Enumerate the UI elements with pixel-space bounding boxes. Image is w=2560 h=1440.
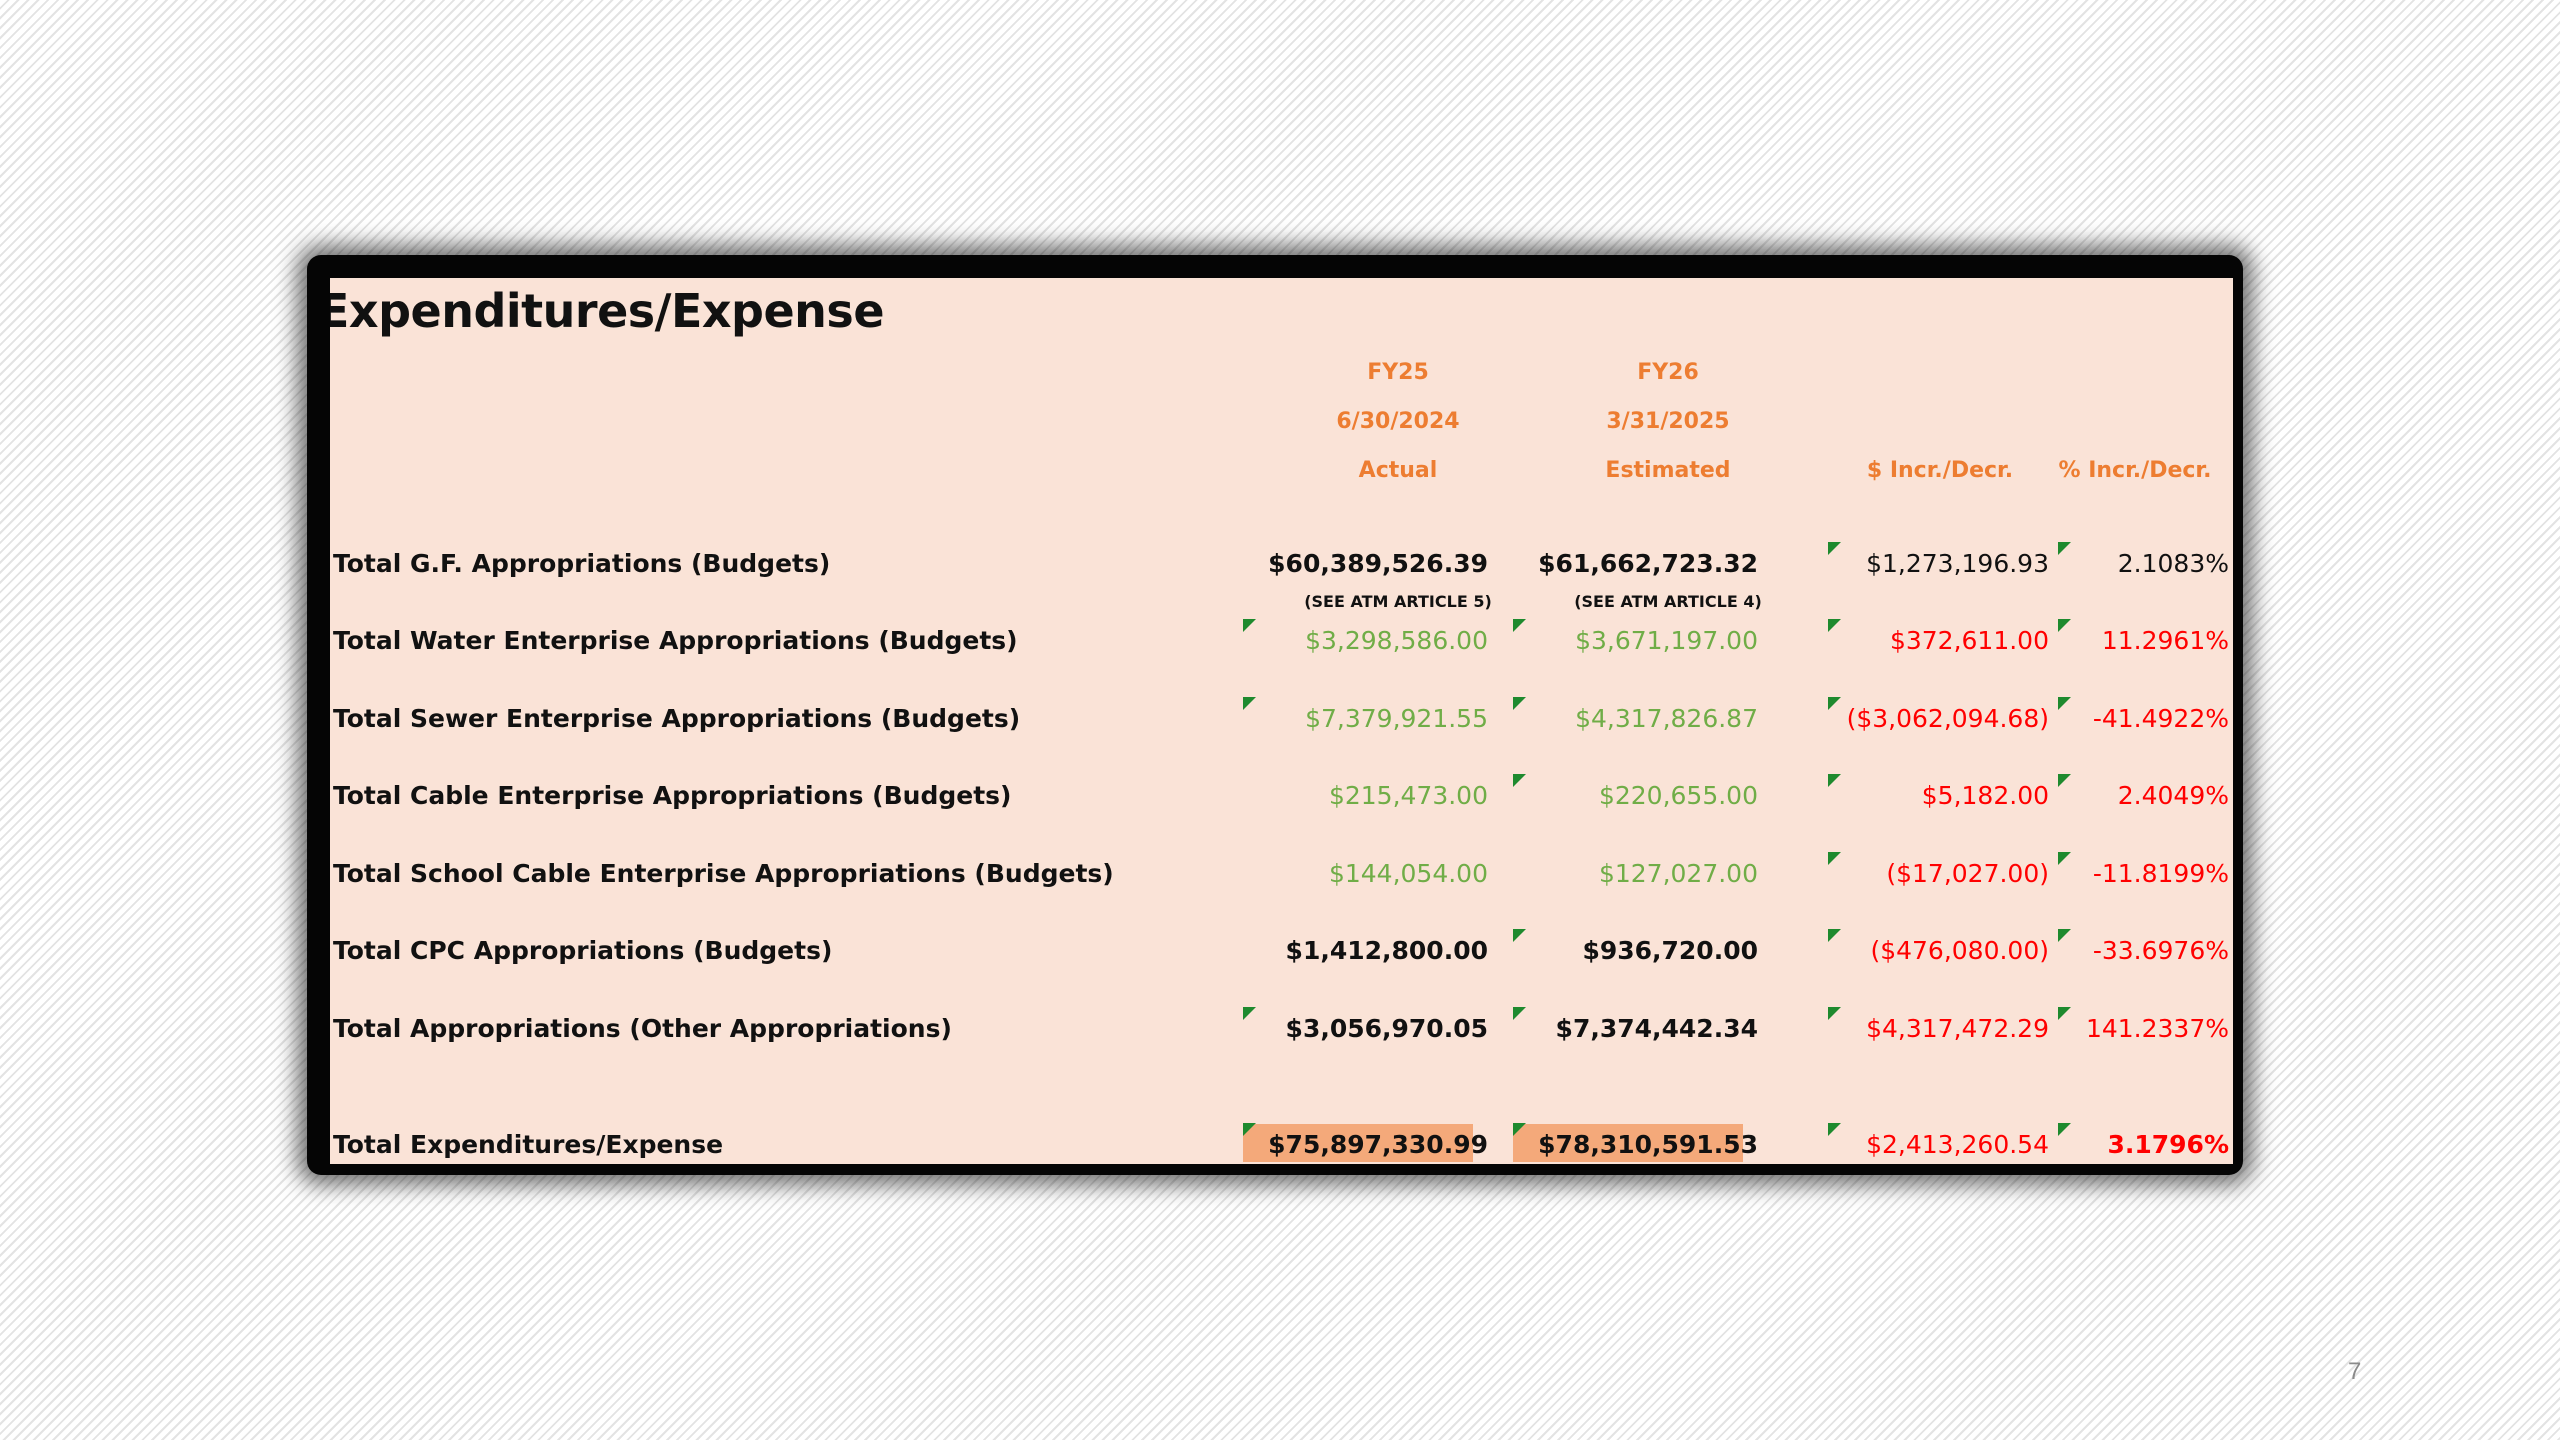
sheet-title: Expenditures/Expense	[330, 284, 885, 338]
fy25-total-highlight	[1243, 1124, 1473, 1162]
fy25-note: (SEE ATM ARTICLE 5)	[1304, 592, 1492, 611]
cell-note-marker-icon	[2058, 1123, 2071, 1136]
percent-change: -11.8199%	[2092, 859, 2229, 888]
fy26-value: $61,662,723.32	[1538, 549, 1758, 578]
row-label: Total G.F. Appropriations (Budgets)	[333, 549, 831, 578]
cell-note-marker-icon	[1828, 774, 1841, 787]
fy25-year-header: FY25	[1367, 360, 1429, 385]
fy25-total: $75,897,330.99	[1268, 1130, 1488, 1159]
fy25-value: $60,389,526.39	[1268, 549, 1488, 578]
row-label: Total Water Enterprise Appropriations (B…	[333, 626, 1018, 655]
cell-note-marker-icon	[2058, 697, 2071, 710]
percent-change-total: 3.1796%	[2107, 1130, 2229, 1159]
fy26-value: $4,317,826.87	[1575, 704, 1758, 733]
cell-note-marker-icon	[1828, 619, 1841, 632]
fy25-value: $1,412,800.00	[1285, 936, 1488, 965]
cell-note-marker-icon	[1828, 1007, 1841, 1020]
cell-note-marker-icon	[1828, 852, 1841, 865]
percent-change: 2.1083%	[2117, 549, 2229, 578]
table-row: Total Cable Enterprise Appropriations (B…	[330, 774, 2233, 818]
fy26-value: $220,655.00	[1598, 781, 1758, 810]
percent-change: 2.4049%	[2117, 781, 2229, 810]
dollar-change-total: $2,413,260.54	[1866, 1130, 2049, 1159]
fy25-kind-header: Actual	[1358, 458, 1438, 483]
fy26-total: $78,310,591.53	[1538, 1130, 1758, 1159]
dollar-change: ($17,027.00)	[1886, 859, 2049, 888]
fy25-value: $3,298,586.00	[1305, 626, 1488, 655]
cell-note-marker-icon	[1513, 929, 1526, 942]
table-row: Total School Cable Enterprise Appropriat…	[330, 852, 2233, 896]
fy26-value: $3,671,197.00	[1575, 626, 1758, 655]
cell-note-marker-icon	[1243, 619, 1256, 632]
cell-note-marker-icon	[1828, 697, 1841, 710]
cell-note-marker-icon	[2058, 619, 2071, 632]
row-label: Total Sewer Enterprise Appropriations (B…	[333, 704, 1021, 733]
cell-note-marker-icon	[1513, 697, 1526, 710]
fy25-value: $144,054.00	[1328, 859, 1488, 888]
percent-change: -41.4922%	[2092, 704, 2229, 733]
cell-note-marker-icon	[2058, 542, 2071, 555]
cell-note-marker-icon	[2058, 852, 2071, 865]
fy26-year-header: FY26	[1637, 360, 1699, 385]
row-label: Total Cable Enterprise Appropriations (B…	[333, 781, 1012, 810]
cell-note-marker-icon	[2058, 929, 2071, 942]
fy26-date-header: 3/31/2025	[1606, 409, 1730, 434]
total-row: Total Expenditures/Expense $75,897,330.9…	[330, 1123, 2233, 1164]
table-row: Total Water Enterprise Appropriations (B…	[330, 619, 2233, 663]
fy26-value: $127,027.00	[1598, 859, 1758, 888]
dollar-change: ($476,080.00)	[1870, 936, 2049, 965]
cell-note-marker-icon	[1243, 697, 1256, 710]
table-row: Total CPC Appropriations (Budgets) $1,41…	[330, 929, 2233, 973]
page-number: 7	[2348, 1358, 2362, 1385]
dollar-change: $1,273,196.93	[1866, 549, 2049, 578]
cell-note-marker-icon	[1243, 1007, 1256, 1020]
fy26-value: $936,720.00	[1582, 936, 1758, 965]
table-row: Total Appropriations (Other Appropriatio…	[330, 1007, 2233, 1051]
dollar-change: ($3,062,094.68)	[1846, 704, 2049, 733]
cell-note-marker-icon	[1828, 1123, 1841, 1136]
fy25-value: $3,056,970.05	[1285, 1014, 1488, 1043]
row-label: Total CPC Appropriations (Budgets)	[333, 936, 833, 965]
row-label: Total Appropriations (Other Appropriatio…	[333, 1014, 952, 1043]
total-label: Total Expenditures/Expense	[333, 1130, 724, 1159]
fy26-note: (SEE ATM ARTICLE 4)	[1574, 592, 1762, 611]
fy25-value: $215,473.00	[1328, 781, 1488, 810]
row-label: Total School Cable Enterprise Appropriat…	[333, 859, 1114, 888]
cell-note-marker-icon	[2058, 774, 2071, 787]
table-row: Total Sewer Enterprise Appropriations (B…	[330, 697, 2233, 741]
percent-change-header: % Incr./Decr.	[2058, 458, 2212, 483]
cell-note-marker-icon	[1513, 1007, 1526, 1020]
dollar-change-header: $ Incr./Decr.	[1866, 458, 2014, 483]
fy25-date-header: 6/30/2024	[1336, 409, 1460, 434]
cell-note-marker-icon	[1513, 774, 1526, 787]
fy26-kind-header: Estimated	[1605, 458, 1731, 483]
cell-note-marker-icon	[1243, 1123, 1256, 1136]
dollar-change: $4,317,472.29	[1866, 1014, 2049, 1043]
cell-note-marker-icon	[2058, 1007, 2071, 1020]
cell-note-marker-icon	[1513, 1123, 1526, 1136]
fy25-value: $7,379,921.55	[1305, 704, 1488, 733]
percent-change: -33.6976%	[2092, 936, 2229, 965]
percent-change: 141.2337%	[2085, 1014, 2229, 1043]
table-row: Total G.F. Appropriations (Budgets) $60,…	[330, 542, 2233, 586]
fy26-value: $7,374,442.34	[1555, 1014, 1758, 1043]
cell-note-marker-icon	[1513, 619, 1526, 632]
dollar-change: $5,182.00	[1921, 781, 2049, 810]
percent-change: 11.2961%	[2101, 626, 2229, 655]
spreadsheet-capture: Expenditures/Expense FY25 6/30/2024 Actu…	[330, 278, 2233, 1164]
dollar-change: $372,611.00	[1889, 626, 2049, 655]
cell-note-marker-icon	[1828, 542, 1841, 555]
fy26-total-highlight	[1513, 1124, 1743, 1162]
cell-note-marker-icon	[1828, 929, 1841, 942]
